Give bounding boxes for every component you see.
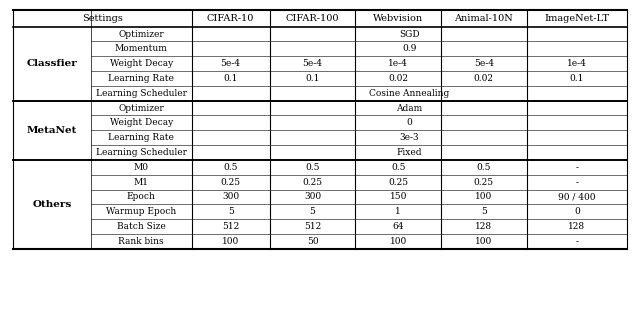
Text: 1e-4: 1e-4 — [567, 59, 587, 68]
Text: 100: 100 — [390, 237, 407, 246]
Text: ImageNet-LT: ImageNet-LT — [545, 14, 609, 23]
Text: Webvision: Webvision — [373, 14, 423, 23]
Text: Others: Others — [32, 200, 72, 209]
Text: 0.5: 0.5 — [477, 163, 491, 172]
Text: Adam: Adam — [396, 104, 422, 113]
Text: 90 / 400: 90 / 400 — [558, 192, 596, 202]
Text: -: - — [575, 178, 579, 187]
Text: Weight Decay: Weight Decay — [109, 59, 173, 68]
Text: Learning Scheduler: Learning Scheduler — [96, 89, 187, 98]
Text: Learning Scheduler: Learning Scheduler — [96, 148, 187, 157]
Text: 0: 0 — [574, 207, 580, 216]
Text: 300: 300 — [304, 192, 321, 202]
Text: SGD: SGD — [399, 30, 420, 39]
Text: 5: 5 — [228, 207, 234, 216]
Text: 0: 0 — [406, 118, 412, 127]
Text: 0.9: 0.9 — [402, 44, 417, 53]
Text: 0.02: 0.02 — [388, 74, 408, 83]
Text: Animal-10N: Animal-10N — [454, 14, 513, 23]
Text: 300: 300 — [222, 192, 239, 202]
Text: 512: 512 — [222, 222, 239, 231]
Text: 5e-4: 5e-4 — [221, 59, 241, 68]
Text: Learning Rate: Learning Rate — [108, 74, 174, 83]
Text: Optimizer: Optimizer — [118, 104, 164, 113]
Text: 128: 128 — [476, 222, 492, 231]
Text: 128: 128 — [568, 222, 586, 231]
Text: 1e-4: 1e-4 — [388, 59, 408, 68]
Text: 0.5: 0.5 — [305, 163, 320, 172]
Text: CIFAR-100: CIFAR-100 — [286, 14, 339, 23]
Text: Warmup Epoch: Warmup Epoch — [106, 207, 177, 216]
Text: 100: 100 — [476, 237, 492, 246]
Text: 3e-3: 3e-3 — [399, 133, 419, 142]
Text: 0.25: 0.25 — [303, 178, 323, 187]
Text: 64: 64 — [392, 222, 404, 231]
Text: 512: 512 — [304, 222, 321, 231]
Text: CIFAR-10: CIFAR-10 — [207, 14, 254, 23]
Text: 0.25: 0.25 — [221, 178, 241, 187]
Text: 5e-4: 5e-4 — [303, 59, 323, 68]
Text: Optimizer: Optimizer — [118, 30, 164, 39]
Text: MetaNet: MetaNet — [27, 126, 77, 135]
Text: 100: 100 — [222, 237, 239, 246]
Text: 5e-4: 5e-4 — [474, 59, 494, 68]
Text: 5: 5 — [481, 207, 487, 216]
Text: 0.25: 0.25 — [388, 178, 408, 187]
Text: Weight Decay: Weight Decay — [109, 118, 173, 127]
Text: 0.5: 0.5 — [223, 163, 238, 172]
Text: 100: 100 — [476, 192, 492, 202]
Text: Rank bins: Rank bins — [118, 237, 164, 246]
Text: 5: 5 — [310, 207, 316, 216]
Text: Momentum: Momentum — [115, 44, 168, 53]
Text: -: - — [575, 237, 579, 246]
Text: Fixed: Fixed — [397, 148, 422, 157]
Text: 0.1: 0.1 — [223, 74, 238, 83]
Text: 0.5: 0.5 — [391, 163, 406, 172]
Text: Cosine Annealing: Cosine Annealing — [369, 89, 449, 98]
Text: Learning Rate: Learning Rate — [108, 133, 174, 142]
Text: 150: 150 — [390, 192, 407, 202]
Text: 1: 1 — [396, 207, 401, 216]
Text: M0: M0 — [134, 163, 148, 172]
Text: M1: M1 — [134, 178, 148, 187]
Text: 0.25: 0.25 — [474, 178, 494, 187]
Text: -: - — [575, 163, 579, 172]
Text: Batch Size: Batch Size — [117, 222, 166, 231]
Text: Settings: Settings — [82, 14, 123, 23]
Text: 0.1: 0.1 — [570, 74, 584, 83]
Text: 0.02: 0.02 — [474, 74, 494, 83]
Text: Classfier: Classfier — [26, 59, 77, 68]
Text: 0.1: 0.1 — [305, 74, 320, 83]
Text: 50: 50 — [307, 237, 318, 246]
Text: Epoch: Epoch — [127, 192, 156, 202]
